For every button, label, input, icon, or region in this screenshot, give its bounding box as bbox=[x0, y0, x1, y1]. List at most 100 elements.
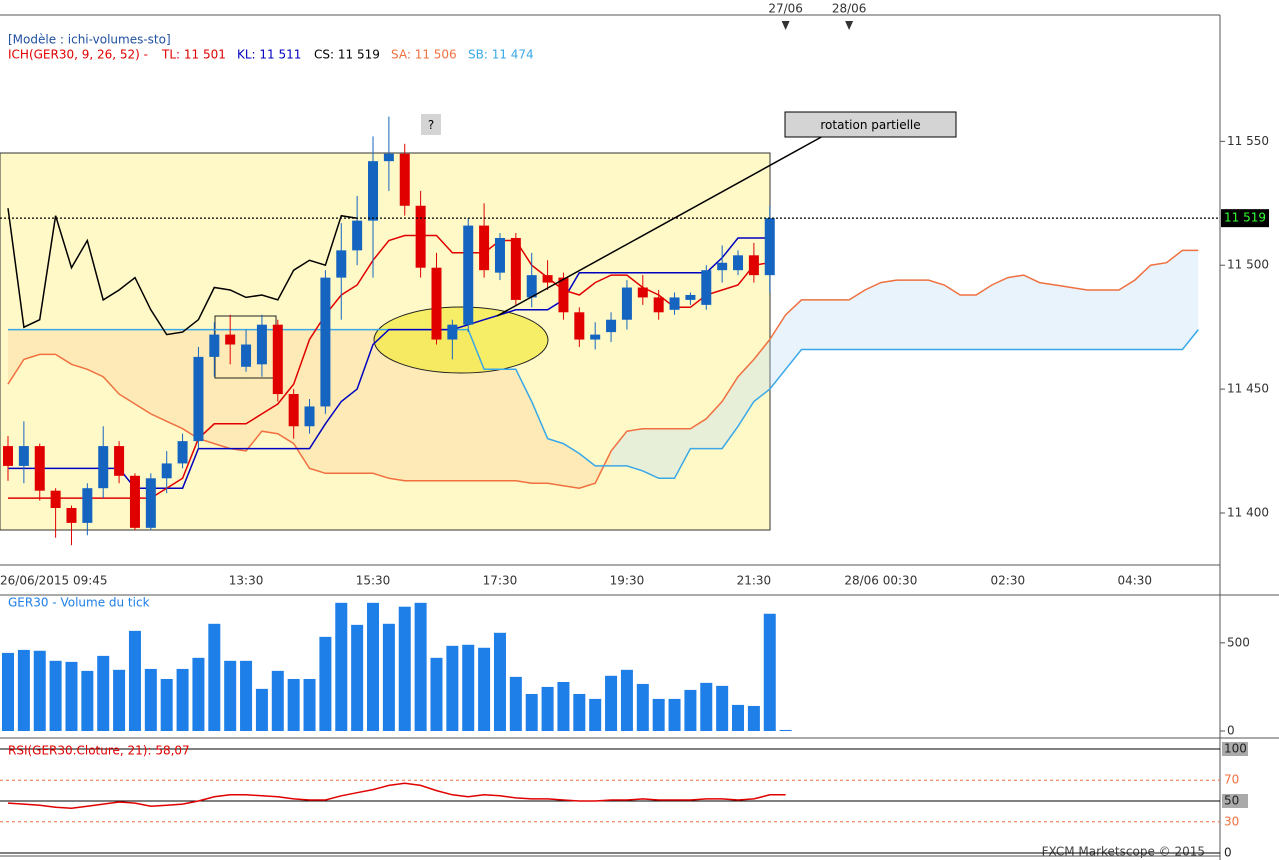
bar bbox=[446, 645, 459, 731]
bar bbox=[763, 613, 776, 731]
bar bbox=[287, 678, 300, 731]
candle-body bbox=[558, 277, 569, 313]
bar bbox=[430, 657, 443, 731]
cloud-fill bbox=[1166, 250, 1183, 350]
cloud-fill bbox=[388, 329, 405, 481]
candle-body bbox=[3, 446, 13, 466]
cloud-fill bbox=[960, 294, 977, 350]
bar bbox=[414, 602, 427, 731]
cloud-fill bbox=[611, 431, 627, 466]
candle-body bbox=[526, 275, 537, 298]
candle-body bbox=[352, 220, 363, 251]
bar bbox=[605, 675, 618, 731]
tick-label-box bbox=[1222, 794, 1248, 808]
last-price-label: 11 519 bbox=[1224, 211, 1266, 225]
cloud-fill bbox=[166, 329, 183, 429]
candle-body bbox=[590, 334, 601, 340]
cloud-fill bbox=[658, 428, 675, 479]
cloud-fill bbox=[642, 428, 659, 479]
cloud-fill bbox=[1055, 285, 1072, 350]
y-tick-label: 50 bbox=[1224, 794, 1239, 808]
cloud-fill bbox=[23, 329, 40, 360]
annotation-box bbox=[784, 111, 957, 138]
candle-body bbox=[272, 324, 283, 395]
bar bbox=[81, 670, 94, 731]
candle-body bbox=[145, 478, 156, 528]
candle-body bbox=[98, 446, 109, 489]
cloud-fill bbox=[785, 299, 802, 370]
candle-body bbox=[18, 446, 29, 466]
cloud-fill bbox=[1182, 250, 1199, 350]
y-tick-label: 11 500 bbox=[1227, 258, 1269, 272]
cloud-fill bbox=[103, 329, 120, 395]
cloud-fill bbox=[150, 329, 167, 422]
panel-title: GER30 - Volume du tick bbox=[8, 596, 150, 610]
cloud-fill bbox=[849, 290, 865, 350]
cloud-fill bbox=[896, 280, 913, 350]
y-tick-label: 70 bbox=[1224, 773, 1239, 787]
cloud-fill bbox=[71, 329, 88, 370]
cloud-fill bbox=[1103, 290, 1119, 350]
y-tick-label: 11 400 bbox=[1227, 505, 1269, 519]
candles bbox=[3, 116, 775, 546]
bar bbox=[271, 670, 284, 731]
candle-body bbox=[479, 225, 490, 271]
cloud-fill bbox=[880, 280, 897, 350]
indicator-line bbox=[8, 328, 1199, 480]
cloud-fill bbox=[214, 329, 231, 449]
cloud-fill bbox=[976, 285, 992, 350]
bar bbox=[732, 704, 745, 731]
x-tick-label: 02:30 bbox=[991, 574, 1026, 588]
legend-entry: TL: 11 501 bbox=[161, 48, 226, 62]
cloud-fill bbox=[515, 369, 532, 484]
candle-body bbox=[336, 250, 347, 278]
cloud-fill bbox=[801, 299, 818, 350]
bar bbox=[525, 693, 538, 731]
bar bbox=[668, 698, 681, 731]
x-tick-label: 21:30 bbox=[737, 574, 772, 588]
last-price-box bbox=[1221, 209, 1269, 228]
bar bbox=[367, 602, 380, 731]
top-date-label: 28/06 bbox=[832, 2, 867, 16]
bar bbox=[684, 689, 697, 731]
bar bbox=[335, 602, 348, 731]
bar bbox=[589, 698, 602, 731]
cloud-fill bbox=[119, 329, 135, 404]
bar bbox=[779, 729, 792, 731]
candle-body bbox=[542, 275, 553, 283]
y-tick-label: 100 bbox=[1224, 742, 1247, 756]
x-tick-label: 13:30 bbox=[229, 574, 264, 588]
candle-body bbox=[717, 262, 728, 271]
cloud-fill bbox=[357, 329, 374, 474]
bar bbox=[65, 661, 78, 731]
candle-body bbox=[399, 153, 410, 206]
candle-body bbox=[82, 488, 93, 523]
cloud-fill bbox=[499, 369, 516, 481]
bar bbox=[17, 649, 30, 731]
y-tick-label: 0 bbox=[1224, 846, 1232, 860]
candle-body bbox=[66, 508, 77, 523]
bar bbox=[160, 678, 173, 731]
cloud-fill bbox=[563, 443, 580, 489]
cloud-fill bbox=[674, 428, 691, 479]
bar bbox=[351, 624, 364, 731]
candle-body bbox=[748, 255, 759, 276]
legend-entry: SB: 11 474 bbox=[468, 48, 534, 62]
cloud-fill bbox=[864, 282, 881, 350]
y-tick-label: 11 550 bbox=[1227, 134, 1269, 148]
cloud-fill bbox=[928, 280, 945, 350]
cloud-fill bbox=[1087, 290, 1104, 350]
bar bbox=[382, 623, 395, 731]
candle-body bbox=[621, 287, 632, 320]
candle-body bbox=[494, 237, 505, 273]
bar bbox=[509, 676, 522, 731]
candle-body bbox=[129, 475, 140, 528]
indicator-label: ICH(GER30, 9, 26, 52) - bbox=[8, 48, 148, 62]
highlight-ellipse bbox=[373, 306, 549, 374]
candle-body bbox=[288, 394, 299, 427]
x-tick-label: 28/06 00:30 bbox=[844, 574, 917, 588]
cloud-fill bbox=[1134, 265, 1151, 350]
x-tick-label: 17:30 bbox=[483, 574, 518, 588]
trend-line bbox=[496, 134, 826, 317]
annotation: ? bbox=[428, 118, 434, 132]
